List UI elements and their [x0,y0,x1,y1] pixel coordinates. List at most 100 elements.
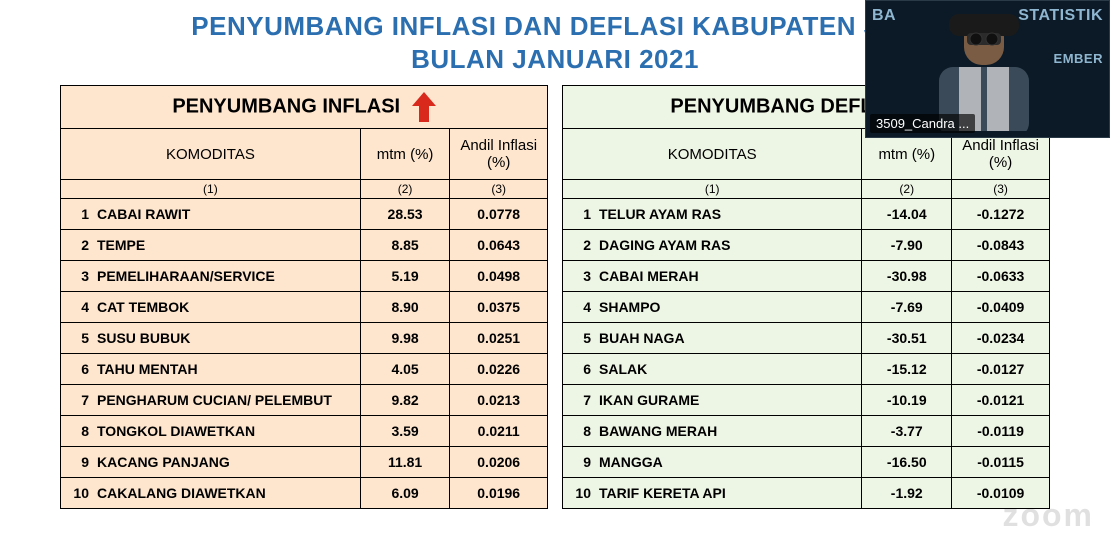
mtm-cell: -30.51 [862,323,952,354]
row-index: 1 [569,206,591,222]
commodity-cell: 6 TAHU MENTAH [61,354,361,385]
row-index: 8 [67,423,89,439]
participant-name-tag: 3509_Candra ... [870,114,975,133]
commodity-cell: 5SUSU BUBUK [61,323,361,354]
row-index: 7 [67,392,89,408]
commodity-cell: 10 TARIF KERETA API [563,478,862,509]
table-row: 3 PEMELIHARAAN/SERVICE 5.190.0498 [61,261,548,292]
mtm-cell: 4.05 [360,354,450,385]
row-index: 4 [67,299,89,315]
table-row: 3CABAI MERAH-30.98-0.0633 [563,261,1050,292]
commodity-cell: 7 PENGHARUM CUCIAN/ PELEMBUT [61,385,361,416]
commodity-name: MANGGA [599,454,663,470]
commodity-name: PENGHARUM CUCIAN/ PELEMBUT [97,392,332,408]
col-header-andil: Andil Inflasi (%) [450,129,548,180]
row-index: 9 [67,454,89,470]
table-row: 6TAHU MENTAH4.050.0226 [61,354,548,385]
col-num-3: (3) [450,180,548,199]
col-header-komoditas: KOMODITAS [61,129,361,180]
table-row: 5SUSU BUBUK9.980.0251 [61,323,548,354]
commodity-name: SALAK [599,361,647,377]
andil-cell: 0.0213 [450,385,548,416]
row-index: 4 [569,299,591,315]
inflation-header-cell: PENYUMBANG INFLASI [61,86,548,129]
andil-cell: -0.0121 [952,385,1050,416]
table-row: 8TONGKOL DIAWETKAN3.590.0211 [61,416,548,447]
mtm-cell: 6.09 [360,478,450,509]
col-header-mtm: mtm (%) [360,129,450,180]
commodity-name: TEMPE [97,237,145,253]
row-index: 6 [67,361,89,377]
andil-cell: 0.0211 [450,416,548,447]
mtm-cell: 11.81 [360,447,450,478]
table-row: 5BUAH NAGA-30.51-0.0234 [563,323,1050,354]
row-index: 8 [569,423,591,439]
participant-video-tile[interactable]: BA STATISTIK EMBER 3509_Candra ... [865,0,1110,138]
participant-avatar-icon [929,11,1039,131]
mtm-cell: 8.90 [360,292,450,323]
commodity-name: CAKALANG DIAWETKAN [97,485,266,501]
commodity-name: SHAMPO [599,299,660,315]
commodity-cell: 4 SHAMPO [563,292,862,323]
commodity-name: TARIF KERETA API [599,485,726,501]
arrow-up-icon [412,92,436,122]
commodity-name: BAWANG MERAH [599,423,717,439]
andil-cell: -0.1272 [952,199,1050,230]
andil-cell: 0.0375 [450,292,548,323]
andil-cell: -0.0234 [952,323,1050,354]
andil-cell: -0.0843 [952,230,1050,261]
commodity-cell: 7IKAN GURAME [563,385,862,416]
commodity-name: TAHU MENTAH [97,361,198,377]
row-index: 3 [569,268,591,284]
mtm-cell: -30.98 [862,261,952,292]
commodity-name: BUAH NAGA [599,330,685,346]
mtm-cell: -7.69 [862,292,952,323]
mtm-cell: 9.82 [360,385,450,416]
commodity-name: DAGING AYAM RAS [599,237,730,253]
andil-cell: 0.0206 [450,447,548,478]
commodity-cell: 4CAT TEMBOK [61,292,361,323]
row-index: 6 [569,361,591,377]
col-num-1: (1) [61,180,361,199]
mtm-cell: 8.85 [360,230,450,261]
commodity-cell: 10 CAKALANG DIAWETKAN [61,478,361,509]
tables-container: PENYUMBANG INFLASI KOMODITAS mtm (%) And… [0,75,1110,509]
mtm-cell: -15.12 [862,354,952,385]
col-num-3: (3) [952,180,1050,199]
commodity-cell: 9 MANGGA [563,447,862,478]
commodity-cell: 8 TONGKOL DIAWETKAN [61,416,361,447]
table-row: 2TEMPE8.850.0643 [61,230,548,261]
row-index: 10 [569,485,591,501]
table-row: 8BAWANG MERAH-3.77-0.0119 [563,416,1050,447]
row-index: 7 [569,392,591,408]
mtm-cell: -7.90 [862,230,952,261]
andil-cell: 0.0251 [450,323,548,354]
row-index: 9 [569,454,591,470]
col-num-2: (2) [360,180,450,199]
mtm-cell: -3.77 [862,416,952,447]
commodity-cell: 6 SALAK [563,354,862,385]
table-row: 4SHAMPO-7.69-0.0409 [563,292,1050,323]
mtm-cell: 5.19 [360,261,450,292]
commodity-cell: 5BUAH NAGA [563,323,862,354]
table-row: 7IKAN GURAME-10.19-0.0121 [563,385,1050,416]
commodity-name: PEMELIHARAAN/SERVICE [97,268,275,284]
andil-cell: 0.0643 [450,230,548,261]
slide: PENYUMBANG INFLASI DAN DEFLASI KABUPATEN… [0,0,1110,540]
row-index: 3 [67,268,89,284]
commodity-name: TONGKOL DIAWETKAN [97,423,255,439]
col-header-komoditas: KOMODITAS [563,129,862,180]
commodity-name: SUSU BUBUK [97,330,190,346]
andil-cell: -0.0115 [952,447,1050,478]
commodity-cell: 3CABAI MERAH [563,261,862,292]
commodity-cell: 2 DAGING AYAM RAS [563,230,862,261]
row-index: 2 [569,237,591,253]
andil-cell: 0.0498 [450,261,548,292]
video-bg-text-sub: EMBER [1054,51,1103,66]
col-num-1: (1) [563,180,862,199]
commodity-cell: 2TEMPE [61,230,361,261]
row-index: 10 [67,485,89,501]
mtm-cell: -16.50 [862,447,952,478]
commodity-cell: 8 BAWANG MERAH [563,416,862,447]
table-row: 10CAKALANG DIAWETKAN6.090.0196 [61,478,548,509]
